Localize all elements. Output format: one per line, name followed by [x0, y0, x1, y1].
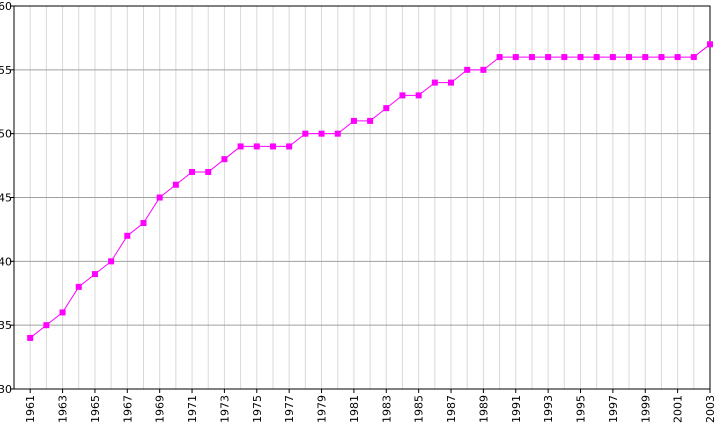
data-point-marker [383, 105, 390, 112]
x-tick-label: 1973 [218, 395, 231, 423]
x-tick-label: 1965 [89, 395, 102, 423]
data-point-marker [172, 181, 179, 188]
major-gridlines [14, 69, 710, 326]
data-point-marker [431, 79, 438, 86]
data-point-marker [367, 117, 374, 124]
data-point-marker [658, 54, 665, 61]
data-point-marker [350, 117, 357, 124]
y-tick-label: 50 [0, 128, 12, 141]
x-tick-label: 1975 [251, 395, 264, 423]
x-tick-label: 1989 [477, 395, 490, 423]
data-point-marker [140, 220, 147, 227]
data-point-marker [189, 168, 196, 175]
data-point-marker [496, 54, 503, 61]
data-point-marker [674, 54, 681, 61]
y-tick-labels: 30 35 40 45 50 55 60 [0, 0, 12, 396]
x-tick-label: 2003 [704, 395, 717, 423]
y-tick-label: 55 [0, 64, 12, 77]
x-tick-label: 1963 [57, 395, 70, 423]
data-point-marker [124, 232, 131, 239]
x-tick-label: 1993 [542, 395, 555, 423]
data-point-marker [237, 143, 244, 150]
data-point-marker [561, 54, 568, 61]
x-tick-label: 1999 [639, 395, 652, 423]
x-tick-label: 2001 [672, 395, 685, 423]
data-point-marker [593, 54, 600, 61]
data-point-marker [626, 54, 633, 61]
y-tick-label: 30 [0, 383, 12, 396]
x-tick-label: 1983 [380, 395, 393, 423]
x-tick-label: 1979 [316, 395, 329, 423]
data-point-marker [108, 258, 115, 265]
x-tick-label: 1971 [186, 395, 199, 423]
x-tick-label: 1981 [348, 395, 361, 423]
data-point-marker [690, 54, 697, 61]
data-point-marker [269, 143, 276, 150]
data-point-marker [642, 54, 649, 61]
x-tick-label: 1969 [154, 395, 167, 423]
x-tick-label: 1961 [24, 395, 37, 423]
data-point-marker [75, 283, 82, 290]
data-point-marker [707, 41, 713, 48]
data-point-marker [545, 54, 552, 61]
x-tick-label: 1977 [283, 395, 296, 423]
y-tick-label: 60 [0, 0, 12, 13]
data-point-marker [91, 271, 98, 278]
data-point-marker [577, 54, 584, 61]
x-tick-label: 1985 [413, 395, 426, 423]
data-point-marker [156, 194, 163, 201]
x-tick-label: 1967 [121, 395, 134, 423]
data-point-marker [528, 54, 535, 61]
data-point-marker [318, 130, 325, 137]
data-point-marker [205, 168, 212, 175]
x-tick-label: 1997 [607, 395, 620, 423]
data-point-marker [609, 54, 616, 61]
x-tick-labels: 1961 1963 1965 1967 1969 1971 1973 1975 1977 1979… [24, 395, 717, 423]
data-point-marker [464, 66, 471, 73]
data-point-marker [59, 309, 66, 316]
data-point-marker [512, 54, 519, 61]
data-point-marker [448, 79, 455, 86]
data-point-marker [27, 334, 34, 341]
series-markers [27, 41, 713, 341]
data-point-marker [415, 92, 422, 99]
data-point-marker [302, 130, 309, 137]
x-tick-label: 1995 [575, 395, 588, 423]
data-point-marker [399, 92, 406, 99]
data-point-marker [286, 143, 293, 150]
y-tick-label: 45 [0, 192, 12, 205]
y-tick-label: 35 [0, 319, 12, 332]
data-point-marker [334, 130, 341, 137]
axis-ticks [10, 5, 711, 393]
x-tick-label: 1991 [510, 395, 523, 423]
y-tick-label: 40 [0, 255, 12, 268]
x-tick-label: 1987 [445, 395, 458, 423]
data-point-marker [253, 143, 260, 150]
data-point-marker [221, 156, 228, 163]
data-point-marker [480, 66, 487, 73]
data-point-marker [43, 322, 50, 329]
